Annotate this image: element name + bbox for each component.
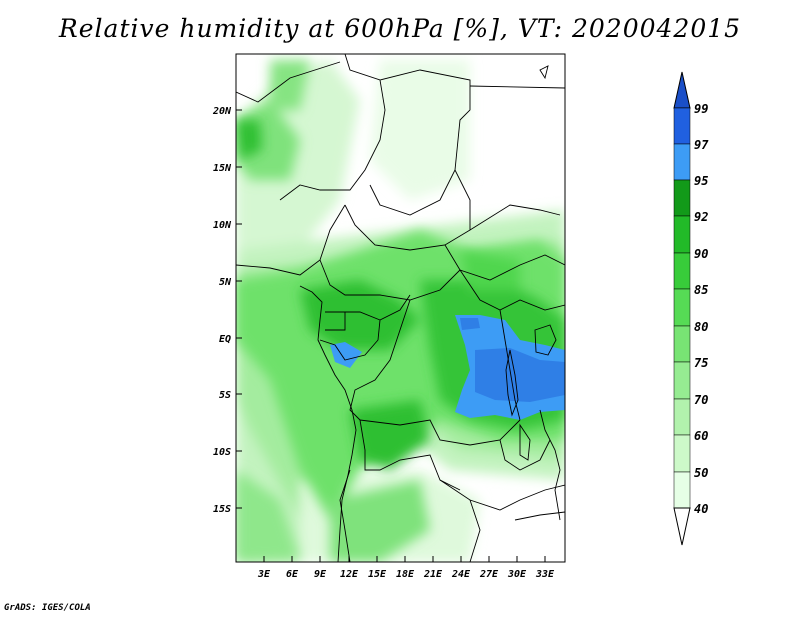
lat-label: 10N [213,220,232,231]
colorbar-label: 99 [694,102,708,116]
map-frame [235,53,566,563]
lat-label: 15N [213,163,232,174]
lon-label: 6E [286,569,299,580]
colorbar-segment [673,471,691,509]
colorbar-segment [673,107,691,145]
lat-label: 5S [219,390,231,401]
colorbar-segment [673,215,691,254]
colorbar-segment [673,179,691,217]
lon-label: 21E [423,569,443,580]
colorbar-label: 92 [694,210,708,224]
lon-label: 30E [507,569,527,580]
longitude-axis: 3E 6E 9E 12E 15E 18E 21E 24E 27E 30E 33E [257,556,555,580]
colorbar-segment [673,288,691,327]
lon-label: 18E [396,569,415,580]
lat-label: EQ [219,334,231,345]
lon-label: 15E [368,569,387,580]
coastline [299,65,557,562]
colorbar-segment [673,325,691,363]
colorbar-label: 50 [694,466,708,480]
map-plot-area [235,53,566,563]
colorbar-label: 97 [694,138,709,152]
country-boundaries [236,54,565,562]
colorbar-label: 70 [694,393,708,407]
colorbar-label: 90 [694,247,708,261]
lon-label: 27E [479,569,499,580]
colorbar-bottom-arrow [673,507,691,546]
lat-label: 20N [212,106,232,117]
latitude-axis: 20N 15N 10N 5N EQ 5S 10S 15S [212,106,242,515]
colorbar-segment [673,434,691,473]
colorbar-label: 95 [694,174,708,188]
colorbar-segment [673,398,691,436]
lon-label: 33E [535,569,555,580]
grads-credit: GrADS: IGES/COLA [4,603,91,613]
colorbar-label: 75 [694,356,708,370]
lat-label: 15S [213,504,231,515]
humidity-field [236,54,565,562]
lon-label: 24E [451,569,471,580]
colorbar-segment [673,252,691,290]
lon-label: 3E [257,569,271,580]
lon-label: 12E [340,569,359,580]
lat-label: 5N [219,277,232,288]
lat-label: 10S [213,447,231,458]
colorbar-label: 60 [694,429,708,443]
colorbar-label: 85 [694,283,708,297]
colorbar-label: 40 [694,502,708,516]
colorbar: 99 97 95 92 90 85 80 75 70 60 50 40 [673,71,709,546]
map-title: Relative humidity at 600hPa [%], VT: 202… [58,14,742,43]
colorbar-segment [673,143,691,181]
colorbar-label: 80 [694,320,708,334]
colorbar-top-arrow [673,71,691,109]
colorbar-segment [673,361,691,400]
lon-label: 9E [314,569,327,580]
